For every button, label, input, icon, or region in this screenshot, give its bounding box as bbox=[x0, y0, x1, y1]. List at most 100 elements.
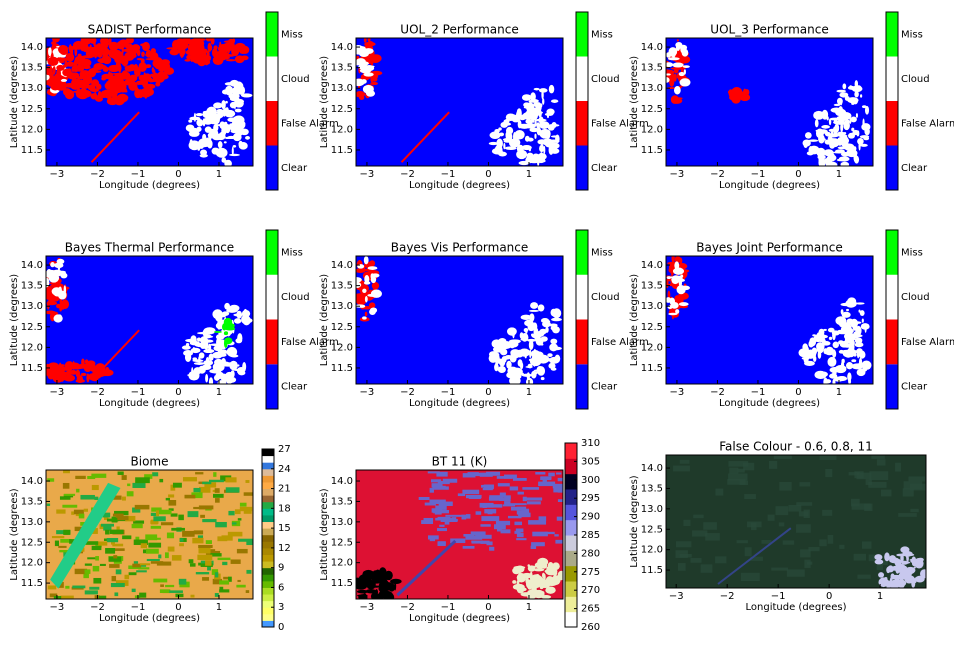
image-texture bbox=[437, 528, 447, 532]
image-texture bbox=[522, 487, 539, 490]
image-texture bbox=[116, 526, 120, 532]
image-texture bbox=[60, 299, 70, 309]
image-texture bbox=[676, 39, 680, 42]
image-texture bbox=[817, 154, 826, 160]
plot-frame bbox=[665, 255, 874, 385]
colorbar-segment bbox=[262, 521, 274, 529]
y-axis-label: Latitude (degrees) bbox=[9, 56, 20, 148]
image-texture bbox=[193, 530, 204, 535]
image-texture bbox=[145, 534, 158, 541]
image-texture bbox=[228, 304, 240, 312]
image-texture bbox=[479, 502, 494, 508]
image-texture bbox=[500, 529, 511, 534]
image-texture bbox=[56, 258, 65, 265]
image-texture bbox=[744, 547, 752, 557]
image-texture bbox=[206, 50, 210, 58]
image-texture bbox=[900, 546, 910, 554]
x-tick-label: −2 bbox=[710, 387, 725, 398]
image-texture bbox=[68, 46, 79, 50]
colorbar-tick-label: 295 bbox=[581, 493, 600, 504]
image-texture bbox=[180, 51, 183, 59]
image-texture bbox=[424, 502, 436, 506]
image-texture bbox=[514, 521, 523, 526]
x-tick-label: −2 bbox=[400, 602, 415, 613]
image-texture bbox=[533, 371, 538, 375]
image-texture bbox=[93, 577, 102, 584]
image-texture bbox=[510, 503, 527, 506]
y-axis-label: Latitude (degrees) bbox=[319, 274, 330, 366]
image-texture bbox=[217, 141, 223, 149]
image-texture bbox=[728, 473, 748, 481]
image-texture bbox=[207, 139, 213, 149]
image-texture bbox=[496, 138, 503, 149]
image-texture bbox=[173, 45, 178, 49]
image-texture bbox=[246, 541, 253, 546]
image-texture bbox=[142, 60, 145, 67]
colorbar-segment bbox=[576, 56, 588, 101]
image-texture bbox=[463, 534, 475, 537]
image-texture bbox=[159, 58, 163, 63]
image-texture bbox=[520, 314, 532, 320]
image-texture bbox=[800, 549, 811, 558]
image-texture bbox=[110, 582, 125, 588]
image-texture bbox=[63, 493, 76, 496]
image-texture bbox=[846, 361, 854, 370]
image-texture bbox=[218, 43, 230, 48]
image-texture bbox=[192, 347, 195, 352]
colorbar-segment bbox=[565, 489, 577, 505]
image-texture bbox=[196, 118, 204, 127]
x-tick-label: 1 bbox=[836, 387, 842, 398]
colorbar-segment bbox=[262, 541, 274, 549]
image-texture bbox=[386, 595, 390, 599]
image-texture bbox=[895, 462, 902, 472]
image-texture bbox=[840, 309, 844, 315]
image-texture bbox=[65, 53, 75, 62]
image-texture bbox=[671, 277, 679, 285]
image-texture bbox=[228, 576, 232, 582]
image-texture bbox=[444, 521, 450, 525]
image-texture bbox=[816, 343, 824, 354]
image-texture bbox=[369, 54, 382, 63]
image-texture bbox=[363, 48, 374, 54]
image-texture bbox=[512, 567, 521, 575]
image-texture bbox=[539, 103, 543, 108]
image-texture bbox=[822, 509, 833, 516]
image-texture bbox=[193, 487, 201, 493]
image-texture bbox=[487, 509, 493, 515]
image-texture bbox=[525, 365, 533, 368]
colorbar-tick-label: 0 bbox=[278, 622, 284, 633]
image-texture bbox=[488, 496, 503, 501]
colorbar-frame bbox=[575, 11, 589, 191]
image-texture bbox=[529, 127, 539, 133]
image-texture bbox=[743, 462, 755, 471]
image-texture bbox=[545, 141, 555, 148]
image-texture bbox=[234, 108, 242, 113]
image-texture bbox=[213, 123, 219, 132]
image-texture bbox=[537, 153, 547, 161]
image-texture bbox=[101, 523, 114, 527]
image bbox=[356, 256, 563, 384]
image-texture bbox=[237, 367, 246, 373]
image-texture bbox=[184, 58, 191, 62]
colorbar-segment bbox=[262, 462, 274, 470]
image-texture bbox=[233, 313, 244, 317]
image-texture bbox=[435, 517, 453, 521]
image-texture bbox=[488, 141, 499, 146]
image-texture bbox=[172, 482, 182, 488]
image-texture bbox=[235, 127, 244, 137]
x-tick-label: −3 bbox=[360, 602, 375, 613]
image-texture bbox=[715, 556, 727, 564]
image-texture bbox=[814, 119, 819, 128]
image-texture bbox=[197, 554, 213, 561]
panel: −3 −2 −1 0 1 11.5 12.0 12.5 13.0 13.5 14.0 False Co… bbox=[629, 440, 927, 613]
plot-frame bbox=[45, 469, 254, 600]
y-tick-label: 13.5 bbox=[641, 63, 663, 74]
y-tick-label: 14.0 bbox=[331, 476, 353, 487]
image-texture bbox=[112, 82, 118, 90]
colorbar-segment bbox=[565, 581, 577, 597]
image-texture bbox=[819, 371, 828, 377]
image-texture bbox=[796, 502, 813, 506]
image-texture bbox=[224, 302, 230, 310]
image-texture bbox=[808, 145, 820, 155]
y-tick-label: 13.0 bbox=[21, 83, 43, 94]
